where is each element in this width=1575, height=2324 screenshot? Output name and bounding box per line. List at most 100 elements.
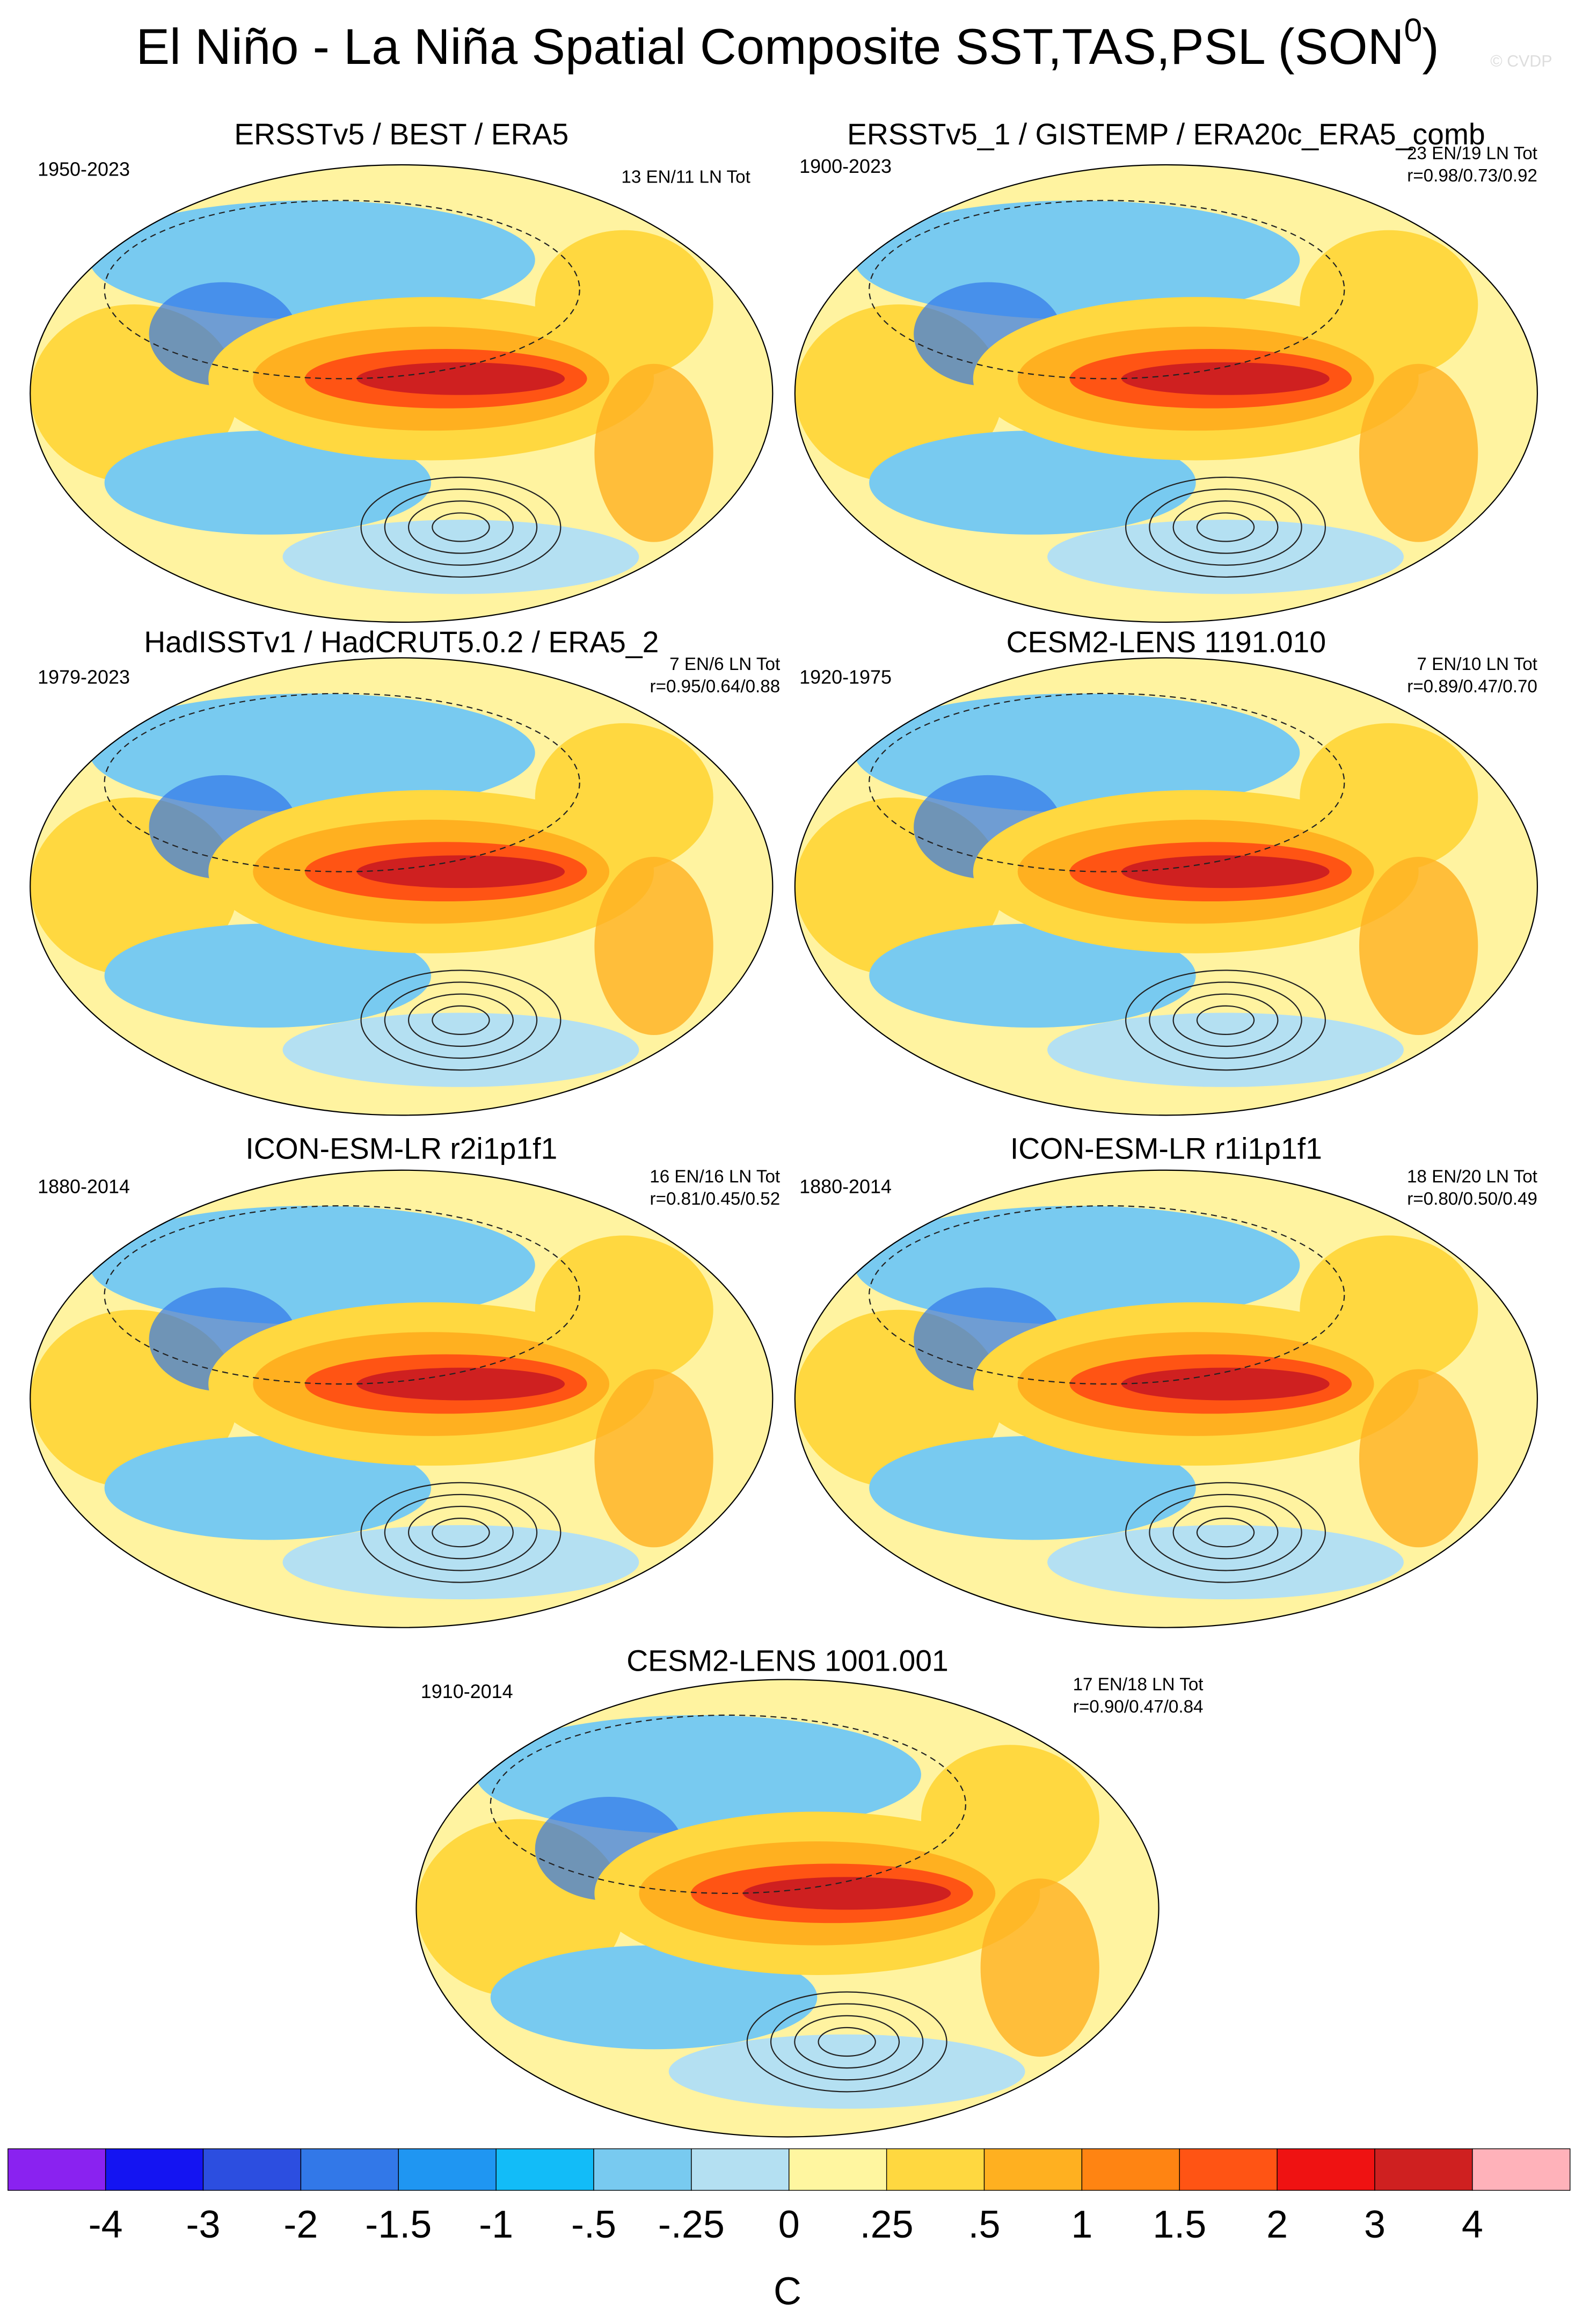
- colorbar-label: -1: [479, 2203, 513, 2246]
- psl-contour: [104, 200, 580, 380]
- psl-contour: [869, 693, 1345, 872]
- psl-contour: [360, 1482, 562, 1583]
- colorbar-swatch: [495, 2148, 594, 2191]
- panel-title: CESM2-LENS 1191.010: [1007, 625, 1326, 659]
- psl-contour: [384, 1494, 538, 1571]
- colorbar-swatch: [8, 2148, 106, 2191]
- panel-stat: 18 EN/20 LN Tot: [1407, 1167, 1537, 1186]
- panel-period: 1880-2014: [38, 1175, 130, 1197]
- colorbar-label: 0: [778, 2203, 800, 2246]
- map: [416, 1679, 1159, 2137]
- panel-stat: 17 EN/18 LN Tot: [1073, 1674, 1204, 1694]
- panel-stat: 13 EN/11 LN Tot: [621, 167, 750, 187]
- panel-period: 1900-2023: [799, 155, 892, 177]
- panel-period: 1950-2023: [38, 158, 130, 180]
- cool-region: [104, 431, 432, 535]
- map-outline: [794, 657, 1538, 1116]
- panel-stat: r=0.89/0.47/0.70: [1407, 676, 1537, 696]
- colorbar-label: 3: [1364, 2203, 1386, 2246]
- colorbar-label: 4: [1462, 2203, 1483, 2246]
- psl-contour: [432, 512, 490, 542]
- psl-contour: [869, 200, 1345, 380]
- psl-contour: [407, 1505, 514, 1560]
- colorbar-label: -3: [186, 2203, 221, 2246]
- colorbar-swatch: [691, 2148, 790, 2191]
- map: [30, 658, 773, 1116]
- psl-contour: [770, 2003, 924, 2081]
- equatorial-band: [356, 855, 565, 888]
- psl-contour: [407, 500, 514, 554]
- psl-contour: [1125, 1482, 1326, 1583]
- map: [30, 165, 773, 623]
- equatorial-band: [356, 362, 565, 395]
- colorbar-swatch: [983, 2148, 1083, 2191]
- map: [30, 1170, 773, 1628]
- equatorial-band: [1121, 855, 1330, 888]
- colorbar-unit: C: [774, 2270, 801, 2313]
- psl-contour: [1172, 1505, 1279, 1560]
- colorbar-label: .25: [860, 2203, 914, 2246]
- psl-contour: [407, 993, 514, 1047]
- map-outline: [30, 164, 774, 623]
- title-end: ): [1422, 18, 1439, 75]
- cool-region: [282, 520, 639, 594]
- psl-contour: [818, 2027, 876, 2057]
- psl-contour: [1196, 1517, 1255, 1548]
- panel-stat: 16 EN/16 LN Tot: [650, 1167, 780, 1186]
- panel-stat: 7 EN/10 LN Tot: [1417, 654, 1537, 674]
- psl-contour: [360, 476, 562, 578]
- psl-contour: [1172, 500, 1279, 554]
- panel-stat: r=0.80/0.50/0.49: [1407, 1189, 1537, 1209]
- colorbar-swatch: [1081, 2148, 1180, 2191]
- colorbar-label: 1: [1071, 2203, 1092, 2246]
- psl-contour: [104, 693, 580, 872]
- cool-region: [1047, 1012, 1404, 1087]
- psl-contour: [1196, 1005, 1255, 1035]
- land-region: [594, 1369, 713, 1548]
- panel-title: ERSSTv5 / BEST / ERA5: [234, 118, 568, 151]
- psl-contour: [384, 489, 538, 566]
- psl-contour: [1172, 993, 1279, 1047]
- cool-region: [1047, 1525, 1404, 1600]
- psl-contour: [432, 1005, 490, 1035]
- map: [794, 1170, 1537, 1628]
- panel-period: 1910-2014: [421, 1680, 513, 1702]
- panel-title: HadISSTv1 / HadCRUT5.0.2 / ERA5_2: [144, 625, 659, 659]
- map-outline: [794, 1169, 1538, 1628]
- psl-contour: [104, 1205, 580, 1385]
- cool-region: [490, 1945, 818, 2050]
- map-outline: [415, 1679, 1160, 2138]
- psl-contour: [432, 1517, 490, 1548]
- colorbar-swatch: [1374, 2148, 1473, 2191]
- cool-region: [104, 923, 432, 1028]
- colorbar-swatch: [789, 2148, 887, 2191]
- colorbar-label: -.25: [658, 2203, 725, 2246]
- land-region: [594, 363, 713, 542]
- psl-contour: [1196, 512, 1255, 542]
- cool-region: [282, 1012, 639, 1087]
- psl-contour: [1125, 476, 1326, 578]
- colorbar-swatch: [593, 2148, 692, 2191]
- land-region: [980, 1878, 1099, 2057]
- land-region: [1359, 1369, 1478, 1548]
- panel-period: 1880-2014: [799, 1175, 892, 1197]
- colorbar-swatch: [105, 2148, 204, 2191]
- psl-contour: [869, 1205, 1345, 1385]
- panel-stat: 23 EN/19 LN Tot: [1407, 143, 1537, 163]
- title-superscript: 0: [1404, 12, 1423, 48]
- cool-region: [282, 1525, 639, 1600]
- map-outline: [30, 657, 774, 1116]
- panel-stat: r=0.98/0.73/0.92: [1407, 166, 1537, 186]
- colorbar-label: -.5: [571, 2203, 616, 2246]
- psl-contour: [746, 1991, 947, 2093]
- map-outline: [30, 1169, 774, 1628]
- colorbar-label: -1.5: [365, 2203, 432, 2246]
- psl-contour: [384, 981, 538, 1059]
- colorbar-label: -4: [89, 2203, 123, 2246]
- map: [794, 165, 1537, 623]
- colorbar-swatch: [398, 2148, 497, 2191]
- watermark: © CVDP: [1490, 52, 1552, 70]
- panel-title: ERSSTv5_1 / GISTEMP / ERA20c_ERA5_comb: [847, 118, 1485, 151]
- panel-stat: r=0.81/0.45/0.52: [650, 1189, 781, 1209]
